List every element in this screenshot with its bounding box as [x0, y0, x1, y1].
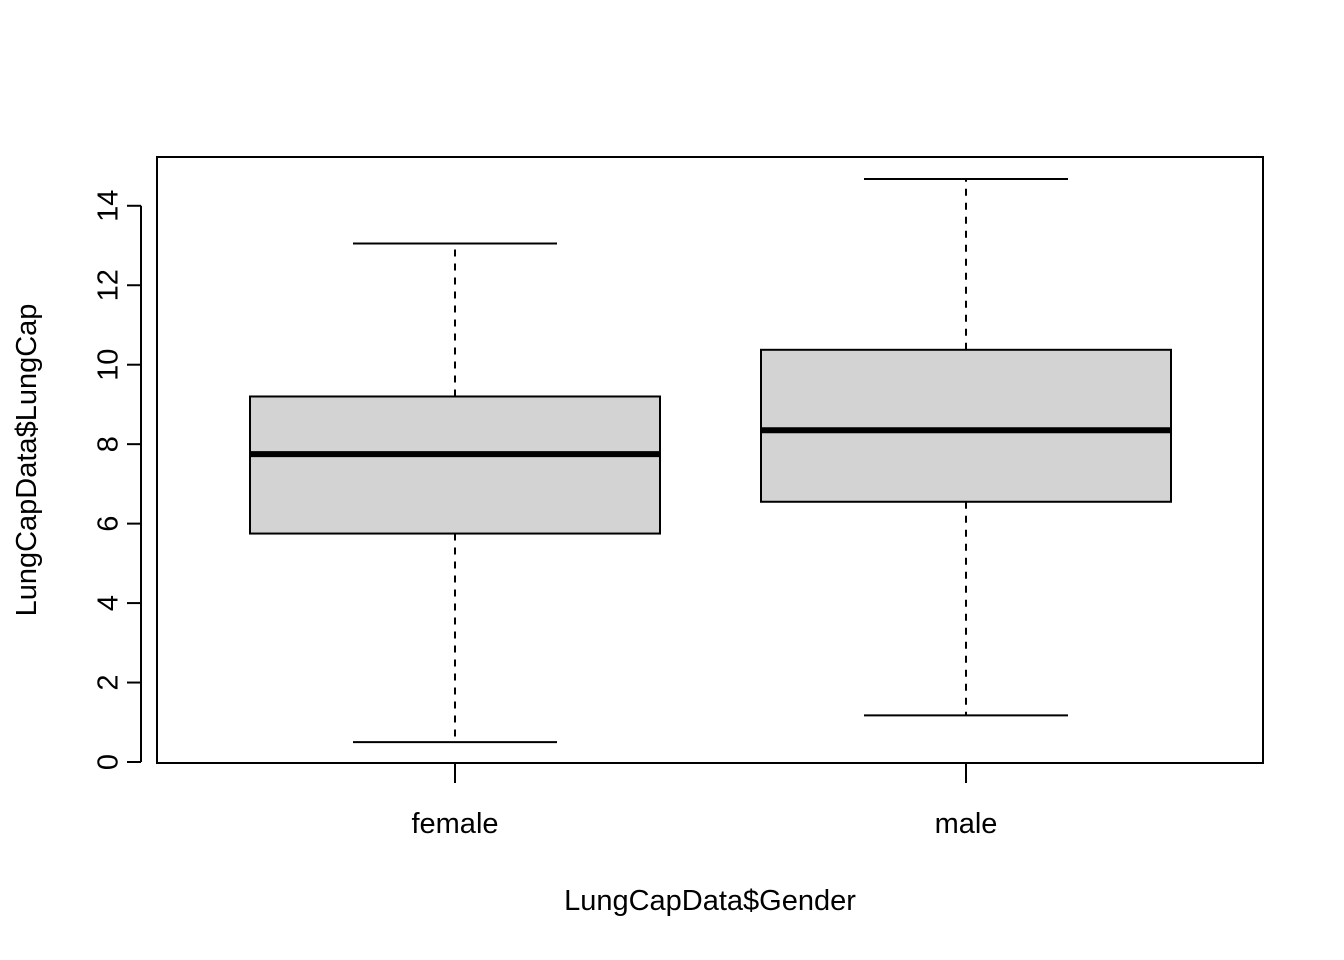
y-tick-label: 14: [93, 190, 125, 222]
interquartile-box: [249, 395, 661, 535]
x-tick-label: male: [935, 808, 998, 840]
y-tick-label: 10: [93, 349, 125, 381]
y-tick-label: 6: [93, 516, 125, 532]
y-tick-label: 8: [93, 436, 125, 452]
y-axis-label: LungCapData$LungCap: [11, 304, 43, 617]
x-axis: female male: [411, 762, 998, 840]
box-female: [249, 242, 661, 744]
y-tick-label: 0: [93, 754, 125, 770]
y-tick-label: 4: [93, 595, 125, 611]
x-axis-label: LungCapData$Gender: [564, 885, 856, 917]
box-marks: [249, 177, 1172, 744]
interquartile-box: [760, 348, 1172, 503]
y-tick-label: 12: [93, 269, 125, 301]
y-axis: 0 2 4 6 8 10 12 14: [93, 190, 142, 770]
y-tick-label: 2: [93, 674, 125, 690]
box-male: [760, 177, 1172, 717]
x-tick-label: female: [411, 808, 498, 840]
